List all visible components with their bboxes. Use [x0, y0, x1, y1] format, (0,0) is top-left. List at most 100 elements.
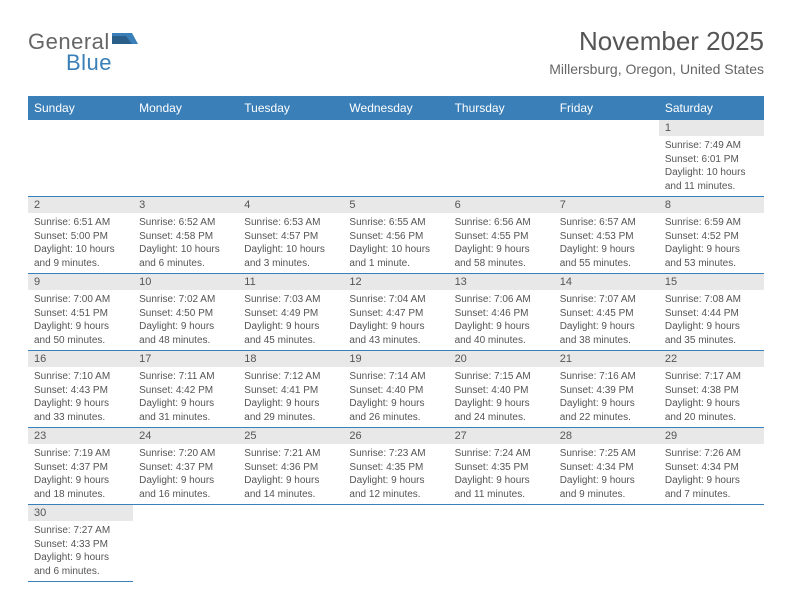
- day-body: Sunrise: 7:12 AMSunset: 4:41 PMDaylight:…: [238, 367, 343, 427]
- day-cell: 21Sunrise: 7:16 AMSunset: 4:39 PMDayligh…: [554, 351, 659, 428]
- day-cell: 16Sunrise: 7:10 AMSunset: 4:43 PMDayligh…: [28, 351, 133, 428]
- day-cell: 17Sunrise: 7:11 AMSunset: 4:42 PMDayligh…: [133, 351, 238, 428]
- day-body: Sunrise: 7:49 AMSunset: 6:01 PMDaylight:…: [659, 136, 764, 196]
- day-body: Sunrise: 6:59 AMSunset: 4:52 PMDaylight:…: [659, 213, 764, 273]
- day-number: 24: [133, 428, 238, 444]
- day-body: Sunrise: 7:10 AMSunset: 4:43 PMDaylight:…: [28, 367, 133, 427]
- day-header: Thursday: [449, 96, 554, 120]
- day-cell: 15Sunrise: 7:08 AMSunset: 4:44 PMDayligh…: [659, 274, 764, 351]
- day-body: Sunrise: 6:56 AMSunset: 4:55 PMDaylight:…: [449, 213, 554, 273]
- day-number: 17: [133, 351, 238, 367]
- day-body: Sunrise: 7:26 AMSunset: 4:34 PMDaylight:…: [659, 444, 764, 504]
- day-body: Sunrise: 7:25 AMSunset: 4:34 PMDaylight:…: [554, 444, 659, 504]
- calendar-header-row: SundayMondayTuesdayWednesdayThursdayFrid…: [28, 96, 764, 120]
- day-number: 5: [343, 197, 448, 213]
- day-cell: 7Sunrise: 6:57 AMSunset: 4:53 PMDaylight…: [554, 197, 659, 274]
- day-cell: [449, 505, 554, 582]
- day-body: Sunrise: 7:23 AMSunset: 4:35 PMDaylight:…: [343, 444, 448, 504]
- day-header: Monday: [133, 96, 238, 120]
- day-number: 16: [28, 351, 133, 367]
- day-number: 11: [238, 274, 343, 290]
- day-body: Sunrise: 6:55 AMSunset: 4:56 PMDaylight:…: [343, 213, 448, 273]
- day-number: 29: [659, 428, 764, 444]
- day-number: 23: [28, 428, 133, 444]
- day-cell: 9Sunrise: 7:00 AMSunset: 4:51 PMDaylight…: [28, 274, 133, 351]
- day-number: 21: [554, 351, 659, 367]
- calendar-grid: SundayMondayTuesdayWednesdayThursdayFrid…: [28, 96, 764, 582]
- day-number: 1: [659, 120, 764, 136]
- logo: GeneralBlue: [28, 26, 138, 86]
- day-body: Sunrise: 7:00 AMSunset: 4:51 PMDaylight:…: [28, 290, 133, 350]
- week-row: 1Sunrise: 7:49 AMSunset: 6:01 PMDaylight…: [28, 120, 764, 197]
- day-body: Sunrise: 6:52 AMSunset: 4:58 PMDaylight:…: [133, 213, 238, 273]
- day-body: Sunrise: 7:24 AMSunset: 4:35 PMDaylight:…: [449, 444, 554, 504]
- day-body: Sunrise: 7:17 AMSunset: 4:38 PMDaylight:…: [659, 367, 764, 427]
- day-body: Sunrise: 7:11 AMSunset: 4:42 PMDaylight:…: [133, 367, 238, 427]
- day-cell: [343, 120, 448, 197]
- day-cell: 3Sunrise: 6:52 AMSunset: 4:58 PMDaylight…: [133, 197, 238, 274]
- day-cell: 29Sunrise: 7:26 AMSunset: 4:34 PMDayligh…: [659, 428, 764, 505]
- day-cell: 13Sunrise: 7:06 AMSunset: 4:46 PMDayligh…: [449, 274, 554, 351]
- day-number: 3: [133, 197, 238, 213]
- day-body: Sunrise: 7:08 AMSunset: 4:44 PMDaylight:…: [659, 290, 764, 350]
- day-header: Sunday: [28, 96, 133, 120]
- day-body: Sunrise: 6:53 AMSunset: 4:57 PMDaylight:…: [238, 213, 343, 273]
- day-cell: 2Sunrise: 6:51 AMSunset: 5:00 PMDaylight…: [28, 197, 133, 274]
- day-number: 8: [659, 197, 764, 213]
- day-body: Sunrise: 7:27 AMSunset: 4:33 PMDaylight:…: [28, 521, 133, 581]
- week-row: 9Sunrise: 7:00 AMSunset: 4:51 PMDaylight…: [28, 274, 764, 351]
- location: Millersburg, Oregon, United States: [549, 61, 764, 77]
- day-number: 6: [449, 197, 554, 213]
- day-cell: 8Sunrise: 6:59 AMSunset: 4:52 PMDaylight…: [659, 197, 764, 274]
- day-number: 9: [28, 274, 133, 290]
- day-body: Sunrise: 6:57 AMSunset: 4:53 PMDaylight:…: [554, 213, 659, 273]
- day-body: Sunrise: 7:21 AMSunset: 4:36 PMDaylight:…: [238, 444, 343, 504]
- day-cell: 1Sunrise: 7:49 AMSunset: 6:01 PMDaylight…: [659, 120, 764, 197]
- day-number: 30: [28, 505, 133, 521]
- day-number: 7: [554, 197, 659, 213]
- day-cell: 12Sunrise: 7:04 AMSunset: 4:47 PMDayligh…: [343, 274, 448, 351]
- day-body: Sunrise: 7:02 AMSunset: 4:50 PMDaylight:…: [133, 290, 238, 350]
- week-row: 23Sunrise: 7:19 AMSunset: 4:37 PMDayligh…: [28, 428, 764, 505]
- day-cell: 6Sunrise: 6:56 AMSunset: 4:55 PMDaylight…: [449, 197, 554, 274]
- day-number: 13: [449, 274, 554, 290]
- day-cell: 19Sunrise: 7:14 AMSunset: 4:40 PMDayligh…: [343, 351, 448, 428]
- month-title: November 2025: [549, 26, 764, 57]
- day-cell: 5Sunrise: 6:55 AMSunset: 4:56 PMDaylight…: [343, 197, 448, 274]
- day-cell: [238, 505, 343, 582]
- day-number: 28: [554, 428, 659, 444]
- day-header: Tuesday: [238, 96, 343, 120]
- day-cell: 4Sunrise: 6:53 AMSunset: 4:57 PMDaylight…: [238, 197, 343, 274]
- day-number: 20: [449, 351, 554, 367]
- day-number: 4: [238, 197, 343, 213]
- day-body: Sunrise: 7:14 AMSunset: 4:40 PMDaylight:…: [343, 367, 448, 427]
- day-cell: 27Sunrise: 7:24 AMSunset: 4:35 PMDayligh…: [449, 428, 554, 505]
- day-cell: 28Sunrise: 7:25 AMSunset: 4:34 PMDayligh…: [554, 428, 659, 505]
- day-cell: 18Sunrise: 7:12 AMSunset: 4:41 PMDayligh…: [238, 351, 343, 428]
- day-number: 14: [554, 274, 659, 290]
- header: GeneralBlue November 2025 Millersburg, O…: [28, 26, 764, 86]
- day-body: Sunrise: 6:51 AMSunset: 5:00 PMDaylight:…: [28, 213, 133, 273]
- day-cell: 30Sunrise: 7:27 AMSunset: 4:33 PMDayligh…: [28, 505, 133, 582]
- day-number: 15: [659, 274, 764, 290]
- day-number: 10: [133, 274, 238, 290]
- day-cell: 10Sunrise: 7:02 AMSunset: 4:50 PMDayligh…: [133, 274, 238, 351]
- day-cell: 24Sunrise: 7:20 AMSunset: 4:37 PMDayligh…: [133, 428, 238, 505]
- title-block: November 2025 Millersburg, Oregon, Unite…: [549, 26, 764, 77]
- day-header: Wednesday: [343, 96, 448, 120]
- day-body: Sunrise: 7:06 AMSunset: 4:46 PMDaylight:…: [449, 290, 554, 350]
- day-cell: 22Sunrise: 7:17 AMSunset: 4:38 PMDayligh…: [659, 351, 764, 428]
- day-cell: 26Sunrise: 7:23 AMSunset: 4:35 PMDayligh…: [343, 428, 448, 505]
- day-cell: [133, 120, 238, 197]
- day-body: Sunrise: 7:15 AMSunset: 4:40 PMDaylight:…: [449, 367, 554, 427]
- day-number: 18: [238, 351, 343, 367]
- day-cell: [554, 120, 659, 197]
- day-number: 27: [449, 428, 554, 444]
- day-cell: 23Sunrise: 7:19 AMSunset: 4:37 PMDayligh…: [28, 428, 133, 505]
- day-cell: [343, 505, 448, 582]
- day-body: Sunrise: 7:03 AMSunset: 4:49 PMDaylight:…: [238, 290, 343, 350]
- day-cell: [554, 505, 659, 582]
- day-number: 22: [659, 351, 764, 367]
- day-cell: [238, 120, 343, 197]
- week-row: 2Sunrise: 6:51 AMSunset: 5:00 PMDaylight…: [28, 197, 764, 274]
